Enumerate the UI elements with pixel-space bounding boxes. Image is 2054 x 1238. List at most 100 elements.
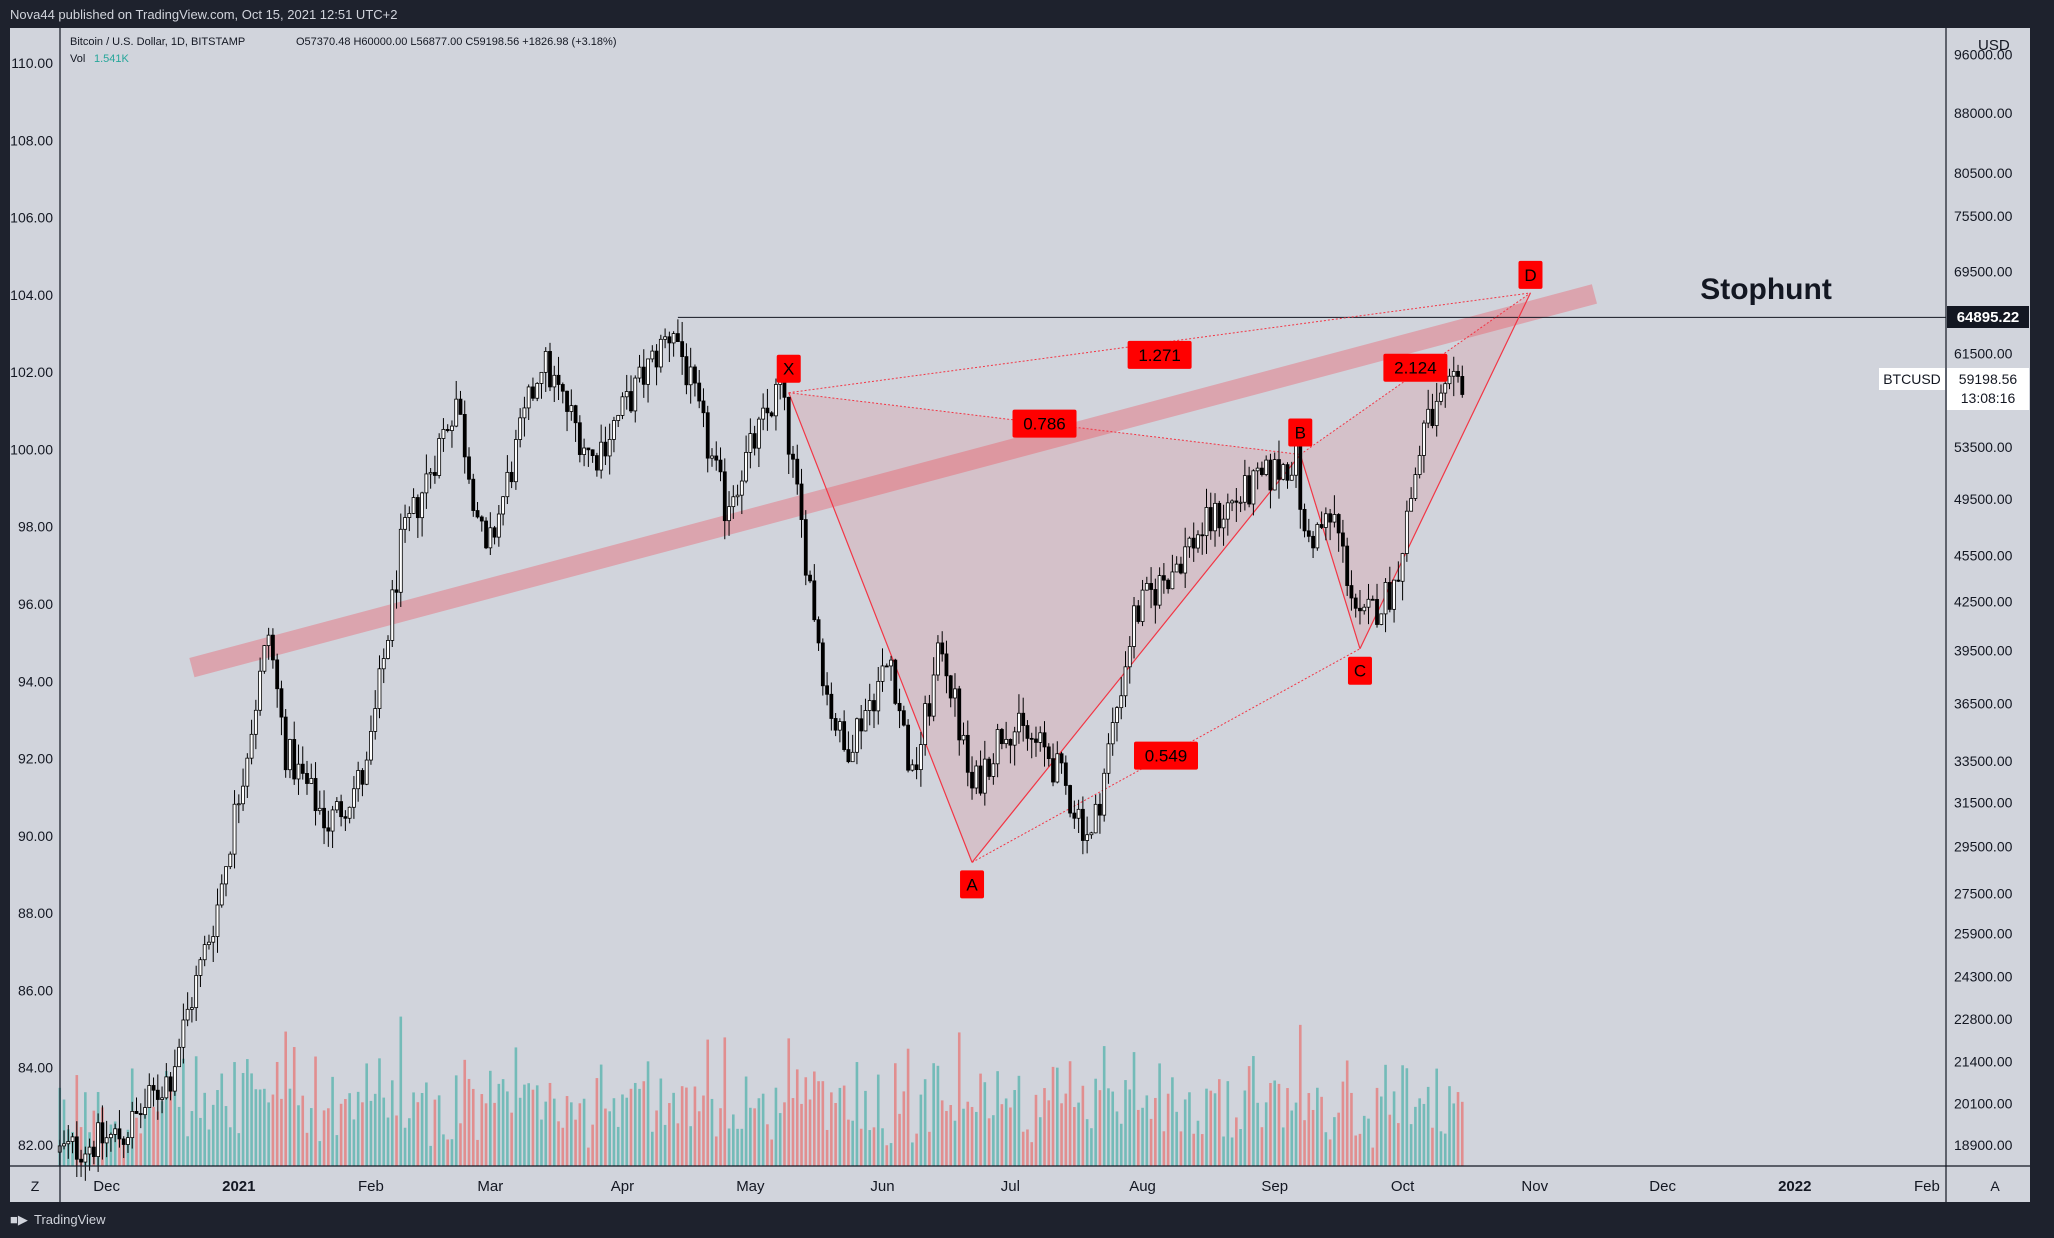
volume-bar xyxy=(719,1108,722,1166)
legend-vol-label: Vol xyxy=(70,53,85,65)
volume-bar xyxy=(156,1111,160,1166)
volume-bar xyxy=(1435,1068,1439,1166)
volume-bar xyxy=(1320,1096,1323,1166)
candle-body xyxy=(437,438,442,476)
volume-bar xyxy=(182,1058,185,1166)
volume-bar xyxy=(672,1092,675,1166)
candle-body xyxy=(918,744,923,771)
volume-bar xyxy=(727,1128,731,1166)
right-axis-tick: 80500.00 xyxy=(1954,165,2013,181)
candle-body xyxy=(66,1141,71,1145)
candle-body xyxy=(612,420,616,440)
candle-body xyxy=(79,1158,83,1163)
candle-body xyxy=(1042,732,1047,748)
candle-body xyxy=(501,496,506,515)
candle-body xyxy=(1063,762,1068,786)
z-button[interactable]: Z xyxy=(31,1178,40,1194)
volume-bar xyxy=(476,1139,479,1166)
candle-body xyxy=(441,429,446,439)
candle-body xyxy=(1213,502,1217,532)
candle-body xyxy=(1038,732,1043,743)
candle-body xyxy=(799,483,804,520)
candle-body xyxy=(714,455,719,461)
volume-bar xyxy=(1060,1103,1063,1166)
candle-body xyxy=(1076,808,1081,819)
right-axis-tick: 18900.00 xyxy=(1954,1137,2013,1153)
volume-bar xyxy=(864,1090,867,1166)
volume-bar xyxy=(1132,1052,1136,1166)
price-chart[interactable]: X A B C D 0.786 0.549 2.124 1.271 110.00 108.00 10… xyxy=(10,28,2030,1202)
candle-body xyxy=(1404,510,1409,554)
volume-bar xyxy=(889,1143,893,1166)
volume-bar xyxy=(1162,1131,1166,1166)
candle-body xyxy=(322,807,326,829)
volume-bar xyxy=(194,1056,198,1166)
volume-bar xyxy=(736,1128,739,1166)
volume-bar xyxy=(757,1098,761,1166)
volume-bar xyxy=(629,1088,633,1166)
candle-body xyxy=(1456,370,1460,377)
candle-body xyxy=(300,763,305,774)
volume-bar xyxy=(1154,1097,1157,1166)
left-axis-tick: 90.00 xyxy=(18,828,53,844)
candle-body xyxy=(948,675,953,699)
volume-bar xyxy=(241,1072,245,1166)
candle-body xyxy=(492,527,497,538)
volume-bar xyxy=(135,1117,138,1166)
x-axis-tick: Sep xyxy=(1261,1178,1288,1195)
candle-body xyxy=(1379,613,1384,625)
auto-scale-button[interactable]: A xyxy=(1990,1178,2000,1194)
candle-body xyxy=(198,959,203,976)
candle-body xyxy=(543,351,548,373)
pattern-leg xyxy=(788,392,973,863)
volume-bar xyxy=(531,1089,535,1166)
candle-body xyxy=(352,788,356,808)
volume-bar xyxy=(911,1142,914,1166)
candle-body xyxy=(1208,507,1213,532)
volume-bar xyxy=(1418,1098,1421,1166)
volume-bar xyxy=(966,1101,970,1166)
volume-bar xyxy=(919,1094,923,1166)
volume-bar xyxy=(992,1115,995,1166)
volume-bar xyxy=(663,1124,667,1166)
pattern-ratio-label-bg xyxy=(1012,409,1077,438)
candle-body xyxy=(62,1143,66,1147)
pattern-ratio-label: 2.124 xyxy=(1394,359,1437,378)
volume-bar xyxy=(497,1083,501,1166)
right-axis-tick: 29500.00 xyxy=(1954,838,2013,854)
volume-bar xyxy=(420,1093,424,1166)
volume-bar xyxy=(710,1098,714,1166)
left-axis-tick: 88.00 xyxy=(18,905,53,921)
volume-bar xyxy=(680,1086,684,1166)
volume-bar xyxy=(834,1102,837,1166)
volume-bar xyxy=(314,1056,317,1166)
volume-bar xyxy=(591,1124,594,1166)
volume-bar xyxy=(322,1110,326,1166)
left-axis-tick: 86.00 xyxy=(18,982,53,998)
stophunt-annotation: Stophunt xyxy=(1700,273,1832,306)
candle-body xyxy=(531,386,535,399)
volume-bar xyxy=(169,1087,172,1166)
left-axis-tick: 94.00 xyxy=(18,673,53,689)
footer: ■▶ TradingView xyxy=(0,1202,2054,1238)
volume-bar xyxy=(578,1103,582,1166)
volume-bar xyxy=(1337,1112,1340,1166)
volume-bar xyxy=(1286,1088,1289,1166)
volume-bar xyxy=(740,1128,744,1166)
volume-bar xyxy=(1017,1075,1021,1166)
candle-body xyxy=(978,765,983,794)
candle-body xyxy=(1225,502,1230,520)
candle-body xyxy=(1302,508,1307,532)
volume-bar xyxy=(1038,1117,1042,1166)
left-axis-tick: 82.00 xyxy=(18,1137,53,1153)
legend-vol-value: 1.541K xyxy=(94,53,130,65)
candle-body xyxy=(1174,563,1179,573)
volume-bar xyxy=(459,1123,462,1166)
candle-body xyxy=(109,1133,113,1139)
candle-body xyxy=(1204,507,1209,537)
volume-bar xyxy=(1328,1139,1332,1166)
candle-body xyxy=(735,494,740,498)
candle-body xyxy=(74,1136,79,1160)
chart-area[interactable]: X A B C D 0.786 0.549 2.124 1.271 110.00 108.00 10… xyxy=(10,28,2030,1202)
volume-bar xyxy=(254,1089,258,1166)
